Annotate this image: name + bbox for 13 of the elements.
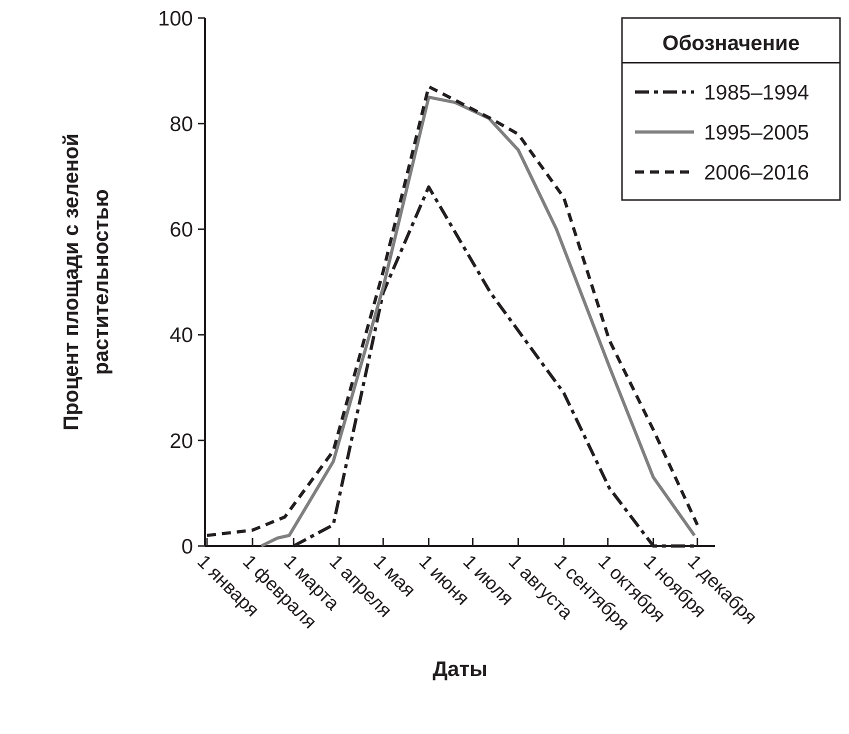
y-tick-label: 40 (170, 324, 193, 348)
y-axis-title: Процент площади с зеленой растительностью (60, 134, 113, 430)
legend-label: 1995–2005 (704, 121, 810, 144)
legend-label: 1985–1994 (704, 81, 810, 104)
y-tick-label: 80 (170, 112, 193, 136)
y-tick-label: 0 (181, 535, 193, 558)
y-tick-label: 100 (158, 7, 193, 30)
line-series (260, 96, 696, 548)
y-tick-label: 60 (170, 218, 193, 242)
legend-title: Обозначение (662, 32, 800, 55)
x-axis-title: Даты (432, 658, 488, 681)
y-tick-label: 20 (170, 430, 193, 453)
legend-label: 2006–2016 (704, 161, 810, 184)
